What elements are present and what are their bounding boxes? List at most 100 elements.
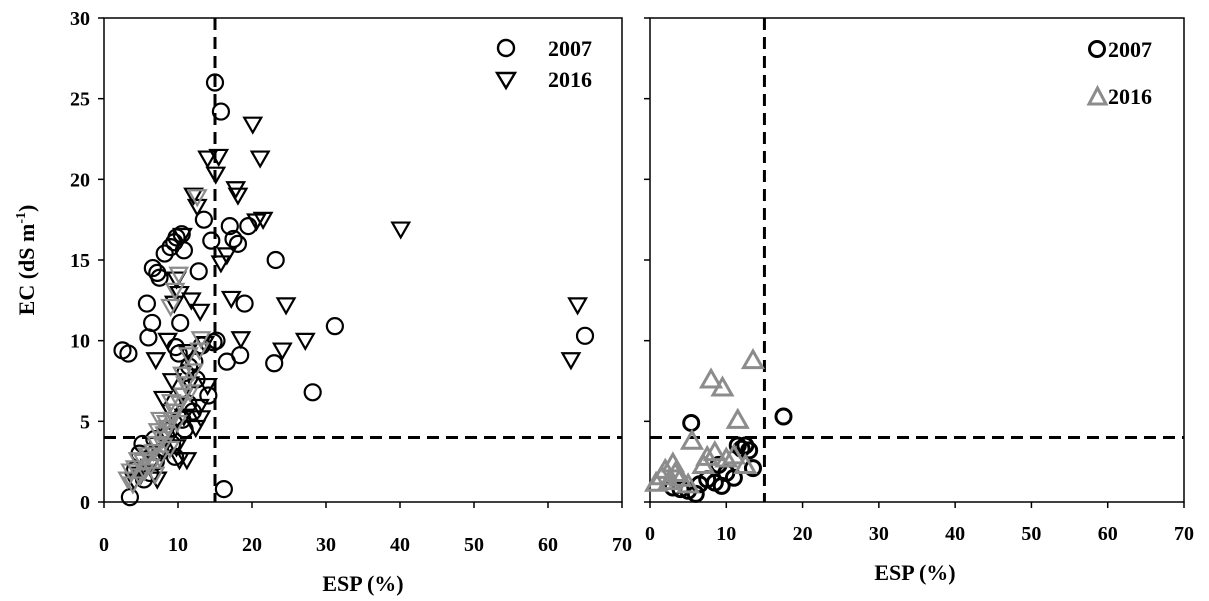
data-point: [190, 331, 212, 350]
y-tick-label: 30: [70, 8, 90, 30]
data-point: [120, 463, 142, 482]
legend-right: 2007 2016: [1086, 37, 1152, 109]
data-point: [303, 383, 322, 402]
data-point: [679, 428, 705, 450]
data-point: [199, 386, 218, 405]
x-tick-label: 30: [316, 534, 336, 556]
data-point: [145, 352, 167, 371]
legend-label-2007-right: 2007: [1108, 37, 1152, 62]
data-point: [202, 231, 221, 250]
data-point: [186, 189, 208, 208]
data-point: [147, 423, 169, 442]
data-point: [194, 210, 213, 229]
y-tick-label: 25: [70, 89, 90, 111]
data-point: [137, 294, 157, 313]
data-point: [144, 466, 166, 485]
data-point: [224, 229, 243, 249]
data-point: [242, 116, 264, 135]
data-point: [160, 394, 182, 413]
data-point: [171, 313, 190, 333]
data-point: [176, 452, 198, 471]
data-point: [214, 479, 233, 499]
data-point: [230, 331, 252, 350]
x-tick-label: 60: [538, 534, 558, 556]
data-point: [249, 150, 271, 169]
data-point: [740, 347, 766, 370]
data-point: [774, 407, 793, 426]
legend-label-2007-left: 2007: [548, 36, 592, 61]
data-point: [180, 292, 202, 311]
data-point: [189, 398, 210, 418]
data-point: [721, 443, 746, 465]
data-point: [710, 375, 735, 397]
legend-marker-2016-right: [1086, 84, 1109, 106]
x-tick-label: 0: [99, 534, 109, 556]
data-point: [185, 419, 207, 439]
data-point: [220, 290, 242, 310]
x-tick-label: 70: [612, 534, 632, 556]
x-tick-label: 50: [464, 534, 484, 556]
data-point: [172, 227, 193, 247]
legend-marker-2007-right: [1088, 40, 1106, 58]
data-point: [164, 282, 186, 301]
x-tick-label: 10: [168, 534, 188, 556]
data-point: [265, 354, 284, 373]
data-point: [143, 313, 162, 333]
data-point: [183, 187, 204, 206]
data-point: [149, 411, 171, 431]
data-point: [567, 297, 588, 316]
data-point: [294, 332, 316, 351]
x-tick-label: 70: [1174, 523, 1194, 545]
y-tick-label: 20: [70, 169, 90, 191]
data-point: [698, 367, 724, 389]
data-point: [695, 444, 720, 466]
data-point: [152, 390, 174, 410]
data-point: [743, 459, 762, 478]
x-tick-label: 10: [716, 523, 736, 545]
data-point: [668, 465, 693, 487]
data-point: [702, 439, 727, 462]
data-point: [127, 452, 149, 471]
y-tick-label: 10: [70, 331, 90, 353]
data-point: [714, 446, 739, 468]
data-point: [143, 258, 162, 278]
axis-ticks-left: 0 10 20 30 40 50 60 70 0 5 10 15 20 25 30: [70, 8, 632, 556]
x-tick-label: 50: [1021, 523, 1041, 545]
legend-marker-2016-left: [494, 71, 518, 91]
x-tick-label: 20: [242, 534, 262, 556]
legend-marker-2007-left: [496, 38, 516, 58]
data-point: [216, 247, 238, 266]
axis-ticks-right: 0 10 20 30 40 50 60 70: [644, 17, 1194, 545]
x-tick-label: 40: [945, 523, 965, 545]
data-point: [210, 255, 232, 274]
data-point: [189, 262, 208, 281]
x-tick-label: 60: [1098, 523, 1118, 545]
data-point: [275, 297, 297, 316]
data-point: [189, 342, 210, 361]
data-points-right: [644, 347, 793, 503]
data-point: [186, 198, 208, 218]
data-point: [560, 352, 582, 371]
data-point: [235, 294, 254, 313]
data-point: [161, 237, 180, 257]
data-point: [575, 326, 595, 345]
x-tick-label: 20: [793, 523, 813, 545]
legend-label-2016-right: 2016: [1108, 84, 1152, 109]
data-point: [172, 366, 193, 385]
data-point: [220, 217, 239, 236]
data-point: [150, 268, 169, 287]
data-point: [724, 468, 743, 487]
data-point: [149, 450, 170, 469]
data-point: [197, 150, 218, 169]
data-point: [160, 298, 181, 318]
y-tick-label: 5: [80, 411, 90, 433]
legend-left: 2007 2016: [494, 36, 592, 92]
data-point: [271, 342, 293, 361]
data-point: [119, 344, 138, 363]
data-point: [733, 452, 758, 474]
plot-area-left: [103, 17, 623, 503]
data-point: [155, 244, 174, 263]
data-point: [205, 73, 225, 92]
